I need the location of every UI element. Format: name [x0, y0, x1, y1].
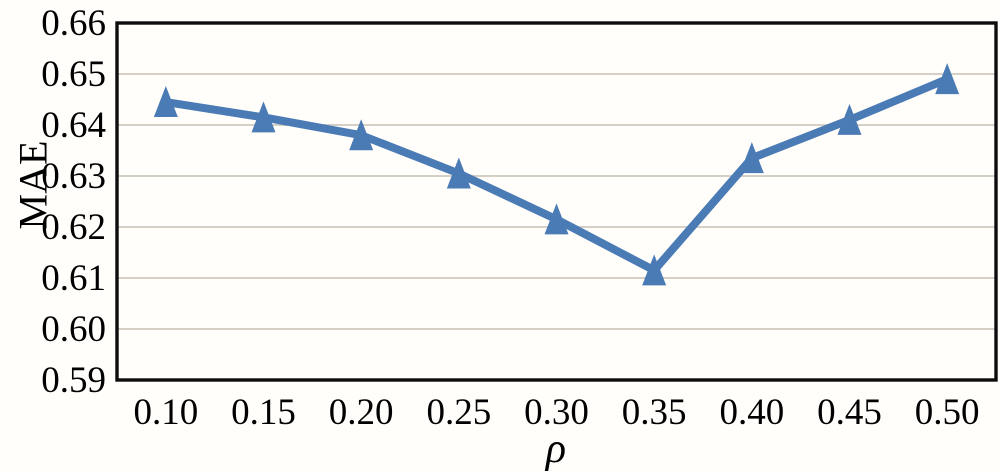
data-point-marker: [446, 157, 471, 189]
y-tick-label: 0.60: [41, 309, 106, 350]
x-axis-title: ρ: [544, 426, 566, 471]
x-tick-label: 0.35: [622, 392, 687, 433]
data-point-marker: [251, 101, 276, 133]
data-point-marker: [544, 203, 569, 235]
y-tick-label: 0.61: [41, 258, 106, 299]
y-tick-label: 0.64: [41, 105, 106, 146]
data-point-marker: [739, 142, 764, 174]
y-tick-label: 0.59: [41, 360, 106, 401]
data-point-marker: [837, 103, 862, 135]
x-tick-label: 0.20: [329, 392, 394, 433]
y-tick-label: 0.63: [41, 156, 106, 197]
y-tick-label: 0.65: [41, 54, 106, 95]
y-axis-title: MAE: [11, 141, 56, 230]
x-tick-label: 0.40: [719, 392, 784, 433]
y-tick-label: 0.62: [41, 207, 106, 248]
x-tick-label: 0.25: [426, 392, 491, 433]
data-point-marker: [153, 86, 178, 118]
x-tick-label: 0.15: [231, 392, 296, 433]
x-tick-label: 0.10: [133, 392, 198, 433]
plot-border: [115, 21, 998, 382]
x-tick-label: 0.50: [915, 392, 980, 433]
data-point-marker: [349, 119, 374, 151]
data-point-marker: [935, 63, 960, 95]
x-tick-label: 0.30: [524, 392, 589, 433]
data-point-marker: [642, 254, 667, 286]
x-tick-label: 0.45: [817, 392, 882, 433]
y-tick-label: 0.66: [41, 3, 106, 44]
